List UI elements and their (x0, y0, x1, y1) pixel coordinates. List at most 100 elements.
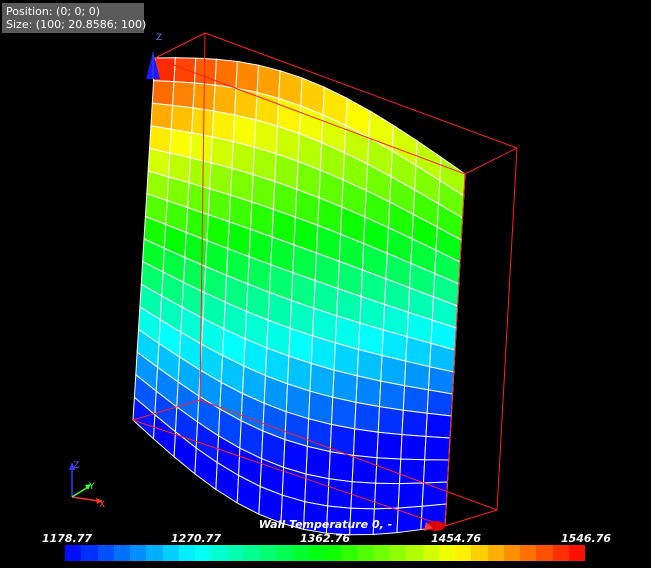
mesh-cell (330, 396, 357, 430)
colorbar-segment (243, 545, 260, 561)
mesh-cell (354, 401, 381, 433)
position-readout: Position: (0; 0; 0) (6, 5, 101, 18)
mesh-cell (304, 473, 330, 507)
colorbar-segment (81, 545, 98, 561)
colorbar-segment (422, 545, 439, 561)
legend-colorbar (65, 545, 585, 561)
mesh-cell (375, 457, 402, 485)
mesh-cell (426, 389, 454, 417)
colorbar-segment (520, 545, 537, 561)
mesh-cell (235, 60, 260, 94)
mesh-cell (214, 58, 238, 89)
bounding-box-edge (199, 399, 498, 511)
z-axis-arrow-icon (146, 52, 160, 79)
bounding-box-edge (444, 509, 498, 527)
colorbar-segment (162, 545, 179, 561)
mesh-cell (172, 81, 196, 109)
colorbar-segment (487, 545, 504, 561)
colorbar-segment (536, 545, 553, 561)
mesh-cell (305, 445, 331, 480)
mesh-cell (400, 434, 427, 461)
mesh-cell (373, 482, 401, 510)
colorbar-segment (357, 545, 374, 561)
colorbar-segment (438, 545, 455, 561)
mesh-cell (402, 385, 430, 414)
triad-y-label: Y (88, 482, 95, 492)
mesh-cell (328, 451, 355, 483)
legend-tick-3: 1454.76 (430, 532, 482, 545)
mesh-cell (380, 354, 407, 387)
colorbar-segment (406, 545, 423, 561)
triad-z-label: Z (73, 461, 79, 471)
mesh-cell (193, 57, 217, 86)
mesh-cell (150, 102, 174, 130)
mesh-cell (397, 482, 425, 509)
mesh-cell (173, 57, 197, 84)
mesh-cell (401, 409, 428, 438)
colorbar-segment (195, 545, 212, 561)
bounding-box-edge (154, 32, 206, 59)
temperature-surface-mesh (132, 57, 466, 536)
colorbar-segment (325, 545, 342, 561)
mesh-cell (424, 435, 451, 461)
bounding-box-edge (496, 147, 518, 511)
mesh-cell (351, 454, 378, 484)
colorbar-segment (455, 545, 472, 561)
mesh-cell (332, 369, 358, 404)
mesh-cell (404, 360, 431, 391)
mesh-cell (352, 428, 379, 459)
bounding-box-edge (204, 32, 518, 149)
mesh-cell (421, 481, 449, 507)
legend-tick-1: 1270.77 (170, 532, 222, 545)
bounding-box-edge (132, 419, 446, 527)
mesh-cell (422, 459, 450, 484)
colorbar-segment (146, 545, 163, 561)
origin-marker-icon (424, 521, 445, 531)
bounding-box-edge (464, 147, 518, 175)
colorbar-segment (390, 545, 407, 561)
colorbar-segment (341, 545, 358, 561)
legend-tick-4: 1546.76 (560, 532, 612, 545)
colorbar-segment (211, 545, 228, 561)
colorbar-segment (260, 545, 277, 561)
colorbar-segment (471, 545, 488, 561)
mesh-cell (170, 104, 194, 134)
bounding-box (132, 32, 518, 527)
legend-tick-2: 1362.76 (299, 532, 351, 545)
bounding-box-edge (444, 173, 466, 527)
triad-x-label: X (99, 500, 105, 510)
mesh-cell (213, 84, 237, 116)
mesh-cell (425, 412, 452, 439)
mesh-cell (377, 406, 404, 436)
mesh-cell (234, 87, 258, 121)
colorbar-segment (178, 545, 195, 561)
colorbar-segment (503, 545, 520, 561)
colorbar-segment (65, 545, 82, 561)
colorbar-segment (292, 545, 309, 561)
colorbar-segment (130, 545, 147, 561)
bounding-box-edge (199, 32, 206, 401)
colorbar-segment (552, 545, 569, 561)
colorbar-segment (276, 545, 293, 561)
mesh-cell (211, 110, 236, 143)
colorbar-segment (113, 545, 130, 561)
mesh-cell (398, 458, 426, 485)
orientation-triad-icon (69, 462, 103, 504)
mesh-cell (427, 366, 455, 395)
mesh-cell (151, 80, 175, 106)
selection-info-box: Position: (0; 0; 0) Size: (100; 20.8586;… (2, 3, 147, 33)
colorbar-segment (308, 545, 325, 561)
mesh-cell (191, 107, 215, 138)
mesh-cell (376, 431, 403, 460)
mesh-cell (355, 375, 382, 408)
colorbar-segment (97, 545, 114, 561)
colorbar-segment (568, 545, 585, 561)
mesh-cell (329, 423, 356, 456)
colorbar-segment (227, 545, 244, 561)
bounding-box-edge (154, 57, 466, 175)
mesh-cell (378, 380, 406, 411)
colorbar-segment (373, 545, 390, 561)
size-readout: Size: (100; 20.8586; 100) (6, 18, 147, 31)
z-axis-label: Z (156, 33, 162, 43)
